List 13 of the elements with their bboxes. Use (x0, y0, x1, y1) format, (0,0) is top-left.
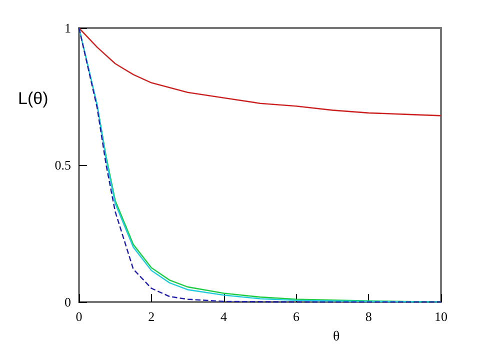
line-series (78, 27, 442, 116)
x-tick-label: 10 (434, 309, 448, 324)
y-axis-title: L(θ) (18, 89, 48, 108)
x-tick-label: 8 (365, 309, 372, 324)
x-tick-label: 0 (76, 309, 82, 324)
x-tick-label: 6 (292, 309, 300, 324)
y-tick-label: 0 (64, 294, 71, 310)
y-tick-label: 0.5 (54, 158, 71, 172)
x-axis-title: θ (333, 330, 340, 344)
y-tick-label: 1 (64, 20, 71, 36)
line-series (78, 27, 442, 303)
x-tick-label: 2 (148, 309, 155, 324)
x-tick-label: 4 (220, 309, 228, 324)
